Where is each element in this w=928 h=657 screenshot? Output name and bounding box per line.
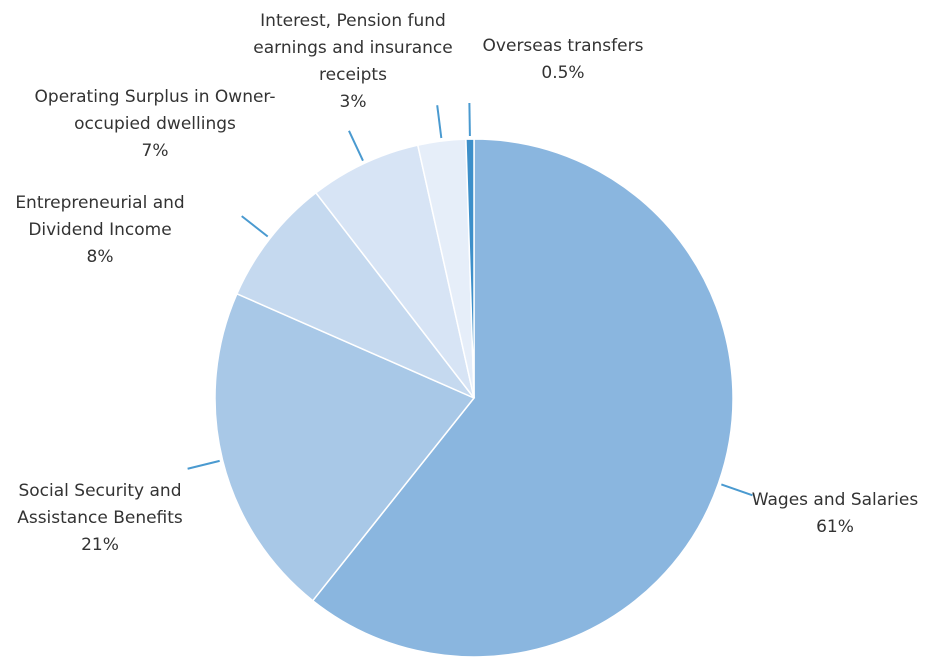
category-label: Operating Surplus in Owner-occupied dwel… [34,87,276,134]
value-label: 21% [81,535,119,555]
pie-slice [465,138,475,399]
leader-line [241,215,269,238]
leader-line [187,459,220,470]
value-label: 3% [339,92,367,112]
category-label: Social Security and Assistance Benefits [17,481,183,528]
slice-label: Overseas transfers 0.5% [463,33,663,87]
value-label: 0.5% [541,63,585,83]
slice-label: Interest, Pension fund earnings and insu… [233,8,473,116]
value-label: 8% [86,247,114,267]
category-label: Wages and Salaries [751,490,919,510]
pie-slice [314,144,475,399]
pie-slice [311,138,734,657]
value-label: 61% [816,517,854,537]
category-label: Interest, Pension fund earnings and insu… [253,11,453,85]
slice-label: Social Security and Assistance Benefits 2… [5,478,195,559]
leader-line [468,103,471,137]
leader-line [436,105,443,139]
category-label: Entrepreneurial and Dividend Income [15,193,185,240]
slice-label: Entrepreneurial and Dividend Income 8% [0,190,200,271]
slice-label: Operating Surplus in Owner-occupied dwel… [20,84,290,165]
leader-line [348,130,364,162]
pie-slice [214,292,476,602]
slice-label: Wages and Salaries 61% [735,487,928,541]
leader-line [721,483,753,497]
category-label: Overseas transfers [482,36,644,56]
value-label: 7% [141,141,169,161]
pie-slice [235,191,475,399]
